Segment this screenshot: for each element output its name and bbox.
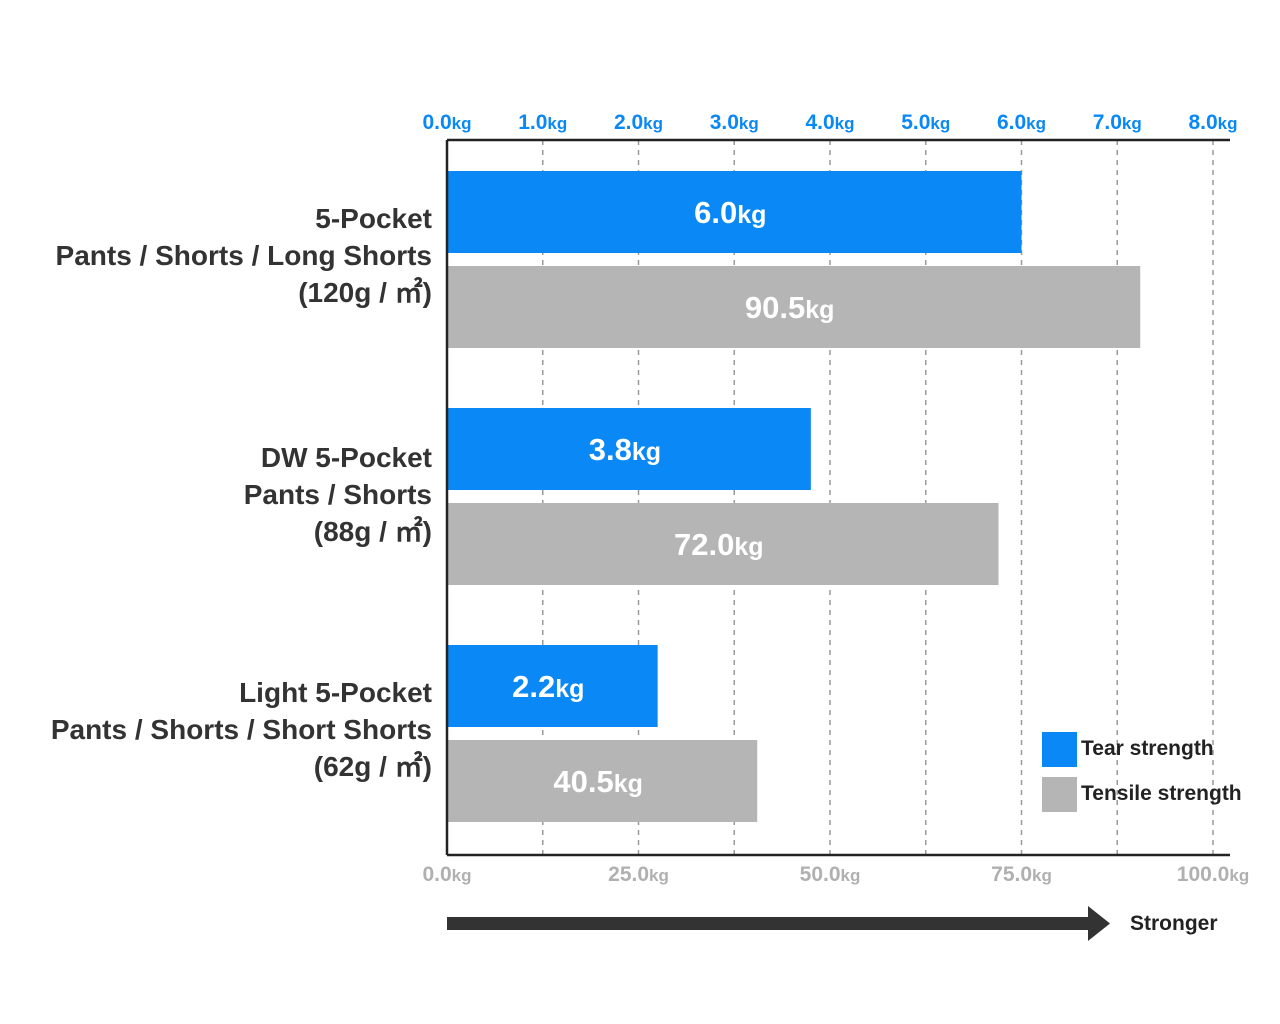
bar-value-label-tear-1: 3.8kg: [589, 432, 661, 467]
category-label-2-line-0: Light 5-Pocket: [239, 677, 432, 708]
top-axis-tick-3: 3.0kg: [710, 111, 759, 134]
legend-label-tear: Tear strength: [1081, 737, 1214, 760]
top-axis-tick-0: 0.0kg: [422, 111, 471, 134]
legend-label-tensile: Tensile strength: [1081, 782, 1242, 805]
bottom-axis-tick-1: 25.0kg: [608, 863, 669, 886]
bar-tensile-2: [447, 740, 758, 822]
top-axis-tick-5: 5.0kg: [901, 111, 950, 134]
stronger-arrow-shaft: [447, 917, 1092, 930]
bottom-axis-tick-3: 75.0kg: [991, 863, 1052, 886]
category-label-1-line-2: (88g / ㎡): [313, 516, 432, 547]
top-axis-tick-6: 6.0kg: [997, 111, 1046, 134]
category-label-2-line-2: (62g / ㎡): [313, 751, 432, 782]
bottom-axis-tick-2: 50.0kg: [800, 863, 861, 886]
bottom-axis-tick-0: 0.0kg: [422, 863, 471, 886]
top-axis-tick-8: 8.0kg: [1188, 111, 1237, 134]
legend-swatch-tear: [1042, 731, 1077, 767]
bar-tear-2: [447, 645, 658, 727]
category-label-0-line-1: Pants / Shorts / Long Shorts: [55, 240, 432, 271]
bar-tear-1: [447, 408, 811, 490]
category-label-2: Light 5-Pocket Pants / Shorts / Short Sh…: [0, 674, 432, 785]
bar-value-label-tear-0: 6.0kg: [694, 195, 766, 230]
category-label-1: DW 5-Pocket Pants / Shorts (88g / ㎡): [0, 439, 432, 550]
category-label-2-line-1: Pants / Shorts / Short Shorts: [50, 714, 432, 745]
chart-legend: Tear strength Tensile strength: [1042, 731, 1242, 821]
legend-item-tensile: Tensile strength: [1042, 776, 1242, 812]
category-label-1-line-1: Pants / Shorts: [243, 479, 432, 510]
category-label-0-line-0: 5-Pocket: [315, 203, 432, 234]
bar-tensile-1: [447, 503, 999, 585]
bar-tensile-0: [447, 266, 1141, 348]
legend-swatch-tensile: [1042, 776, 1077, 812]
bottom-axis-tick-4: 100.0kg: [1177, 863, 1249, 886]
legend-item-tear: Tear strength: [1042, 731, 1242, 767]
bar-value-label-tear-2: 2.2kg: [512, 669, 584, 704]
category-label-1-line-0: DW 5-Pocket: [260, 442, 432, 473]
stronger-arrow-head: [1088, 906, 1110, 941]
bar-value-label-tensile-0: 90.5kg: [745, 290, 835, 325]
category-label-0: 5-Pocket Pants / Shorts / Long Shorts (1…: [0, 200, 432, 311]
category-label-0-line-2: (120g / ㎡): [298, 277, 432, 308]
stronger-label: Stronger: [1130, 912, 1218, 935]
top-axis-tick-7: 7.0kg: [1093, 111, 1142, 134]
bar-value-label-tensile-2: 40.5kg: [553, 764, 643, 799]
bar-value-label-tensile-1: 72.0kg: [674, 527, 764, 562]
top-axis-tick-4: 4.0kg: [805, 111, 854, 134]
top-axis-tick-1: 1.0kg: [518, 111, 567, 134]
bar-tear-0: [447, 171, 1022, 253]
top-axis-tick-2: 2.0kg: [614, 111, 663, 134]
